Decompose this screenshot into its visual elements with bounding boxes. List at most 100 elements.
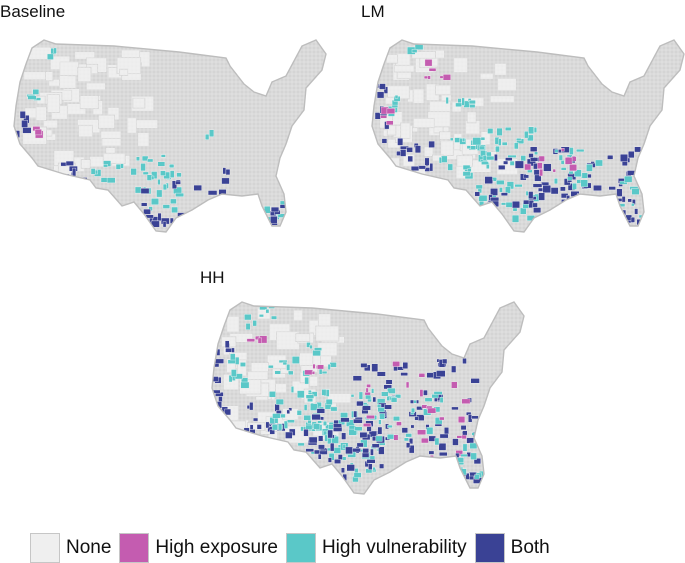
us-outline bbox=[13, 39, 327, 233]
county-high-vulnerability bbox=[157, 161, 166, 167]
county-both bbox=[21, 120, 28, 128]
county-both bbox=[72, 167, 77, 177]
county-both bbox=[341, 432, 347, 440]
county-high-vulnerability bbox=[391, 104, 399, 108]
county-high-vulnerability bbox=[411, 49, 418, 53]
county-high-exposure bbox=[439, 416, 445, 421]
county-both bbox=[340, 417, 350, 423]
county-high-vulnerability bbox=[230, 353, 236, 361]
county-both bbox=[311, 413, 321, 421]
county-both bbox=[225, 169, 231, 176]
county-high-vulnerability bbox=[581, 172, 588, 179]
county-both bbox=[270, 215, 278, 224]
county-high-exposure bbox=[317, 364, 324, 370]
county-both bbox=[438, 442, 447, 451]
county-both bbox=[337, 454, 343, 460]
county-high-vulnerability bbox=[478, 145, 485, 150]
county-both bbox=[426, 372, 434, 378]
county-both bbox=[19, 111, 26, 119]
county-both bbox=[408, 438, 414, 445]
county-high-vulnerability bbox=[353, 472, 362, 478]
county-both bbox=[423, 389, 428, 396]
county-high-vulnerability bbox=[358, 391, 363, 400]
county-both bbox=[218, 189, 227, 198]
county-high-vulnerability bbox=[162, 204, 170, 209]
us-outline bbox=[211, 301, 525, 495]
county-high-vulnerability bbox=[328, 424, 334, 430]
county-none bbox=[247, 422, 266, 431]
county-high-vulnerability bbox=[586, 163, 593, 172]
county-high-vulnerability bbox=[462, 171, 471, 177]
county-both bbox=[512, 200, 521, 209]
county-both bbox=[221, 197, 229, 202]
county-high-vulnerability bbox=[332, 468, 336, 477]
legend-item-both: Both bbox=[474, 533, 550, 563]
county-high-vulnerability bbox=[140, 163, 146, 172]
county-high-vulnerability bbox=[115, 164, 121, 170]
county-none bbox=[394, 64, 415, 73]
county-both bbox=[438, 451, 448, 457]
county-high-vulnerability bbox=[324, 434, 328, 442]
county-both bbox=[65, 160, 74, 166]
county-both bbox=[407, 155, 413, 162]
county-both bbox=[538, 187, 543, 192]
county-high-vulnerability bbox=[141, 155, 149, 162]
county-both bbox=[379, 463, 385, 469]
county-high-exposure bbox=[386, 120, 394, 126]
county-none bbox=[315, 325, 340, 342]
county-both bbox=[542, 184, 551, 193]
county-both bbox=[222, 167, 227, 175]
county-none bbox=[46, 94, 60, 113]
county-high-vulnerability bbox=[424, 397, 433, 402]
county-both bbox=[479, 447, 488, 453]
legend: None High exposure High vulnerability Bo… bbox=[30, 533, 558, 563]
county-both bbox=[575, 197, 580, 202]
county-both bbox=[410, 166, 420, 172]
county-high-vulnerability bbox=[274, 417, 279, 424]
county-high-vulnerability bbox=[136, 156, 140, 161]
county-none bbox=[80, 159, 91, 169]
county-both bbox=[424, 157, 430, 166]
county-high-vulnerability bbox=[576, 148, 585, 153]
county-high-vulnerability bbox=[312, 350, 321, 357]
county-both bbox=[620, 153, 628, 162]
county-both bbox=[372, 396, 377, 403]
county-high-exposure bbox=[386, 108, 396, 115]
county-high-vulnerability bbox=[176, 172, 182, 178]
county-high-vulnerability bbox=[525, 190, 529, 196]
county-high-vulnerability bbox=[499, 187, 503, 193]
county-both bbox=[316, 408, 326, 414]
county-high-exposure bbox=[392, 361, 401, 367]
county-high-exposure bbox=[312, 363, 316, 369]
county-high-vulnerability bbox=[434, 437, 440, 446]
county-high-exposure bbox=[393, 434, 399, 441]
county-both bbox=[528, 153, 534, 158]
county-high-vulnerability bbox=[309, 468, 316, 473]
us-county-map-hh bbox=[211, 301, 525, 495]
county-both bbox=[543, 163, 552, 172]
county-high-vulnerability bbox=[348, 428, 357, 436]
county-both bbox=[171, 180, 178, 189]
county-high-exposure bbox=[560, 147, 565, 152]
county-high-vulnerability bbox=[171, 206, 178, 214]
county-both bbox=[376, 371, 386, 377]
county-both bbox=[313, 449, 320, 455]
county-high-vulnerability bbox=[457, 98, 462, 104]
legend-item-high-exposure: High exposure bbox=[119, 533, 278, 563]
county-high-vulnerability bbox=[377, 407, 385, 413]
county-both bbox=[532, 202, 538, 208]
county-high-exposure bbox=[537, 162, 543, 170]
county-none bbox=[275, 383, 287, 394]
county-high-vulnerability bbox=[151, 198, 159, 205]
county-high-vulnerability bbox=[631, 203, 635, 207]
county-high-exposure bbox=[451, 381, 458, 389]
county-high-vulnerability bbox=[567, 176, 573, 181]
county-both bbox=[162, 221, 167, 228]
county-both bbox=[634, 146, 642, 153]
county-both bbox=[475, 430, 481, 439]
county-high-vulnerability bbox=[403, 437, 410, 442]
county-high-vulnerability bbox=[569, 147, 574, 155]
county-none bbox=[98, 114, 116, 129]
county-high-vulnerability bbox=[329, 362, 337, 368]
county-both bbox=[603, 195, 610, 203]
